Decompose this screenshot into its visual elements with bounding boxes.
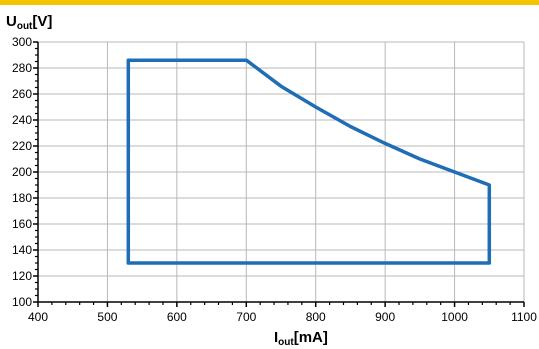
x-tick-label: 700 xyxy=(236,310,256,324)
y-tick-label: 180 xyxy=(12,191,32,205)
x-axis-title: Iout[mA] xyxy=(274,329,328,348)
header-accent-bar xyxy=(0,0,539,5)
y-tick-label: 140 xyxy=(12,243,32,257)
x-axis-title-subscript: out xyxy=(278,337,294,348)
y-tick-label: 260 xyxy=(12,87,32,101)
y-axis-title-subscript: out xyxy=(17,21,33,32)
x-tick-label: 800 xyxy=(306,310,326,324)
operating-range-line xyxy=(126,58,492,265)
x-axis-title-unit: [mA] xyxy=(294,329,328,346)
x-tick-label: 1100 xyxy=(511,310,537,324)
tick-labels: 400 500 600 700 800 900 1000 1100 100 120 140 160 18… xyxy=(12,35,537,324)
x-tick-label: 1000 xyxy=(441,310,468,324)
series-layer xyxy=(126,58,492,265)
y-tick-label: 300 xyxy=(12,35,32,49)
y-tick-label: 220 xyxy=(12,139,32,153)
x-tick-label: 600 xyxy=(167,310,187,324)
y-tick-label: 240 xyxy=(12,113,32,127)
y-tick-label: 120 xyxy=(12,269,32,283)
y-axis-title: Uout[V] xyxy=(6,13,52,32)
grid-lines xyxy=(38,41,525,302)
axes xyxy=(33,41,525,307)
x-tick-label: 500 xyxy=(97,310,117,324)
x-axis-title-main: I xyxy=(274,329,278,346)
y-axis-title-unit: [V] xyxy=(32,13,52,30)
y-tick-label: 280 xyxy=(12,61,32,75)
y-tick-label: 200 xyxy=(12,165,32,179)
x-tick-label: 400 xyxy=(28,310,48,324)
y-axis-title-main: U xyxy=(6,13,17,30)
y-tick-label: 100 xyxy=(12,295,32,309)
y-tick-label: 160 xyxy=(12,217,32,231)
x-tick-label: 900 xyxy=(375,310,395,324)
